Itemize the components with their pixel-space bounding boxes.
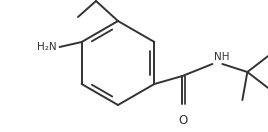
Text: NH: NH xyxy=(214,52,230,62)
Text: H₂N: H₂N xyxy=(37,42,57,52)
Text: O: O xyxy=(179,114,188,127)
